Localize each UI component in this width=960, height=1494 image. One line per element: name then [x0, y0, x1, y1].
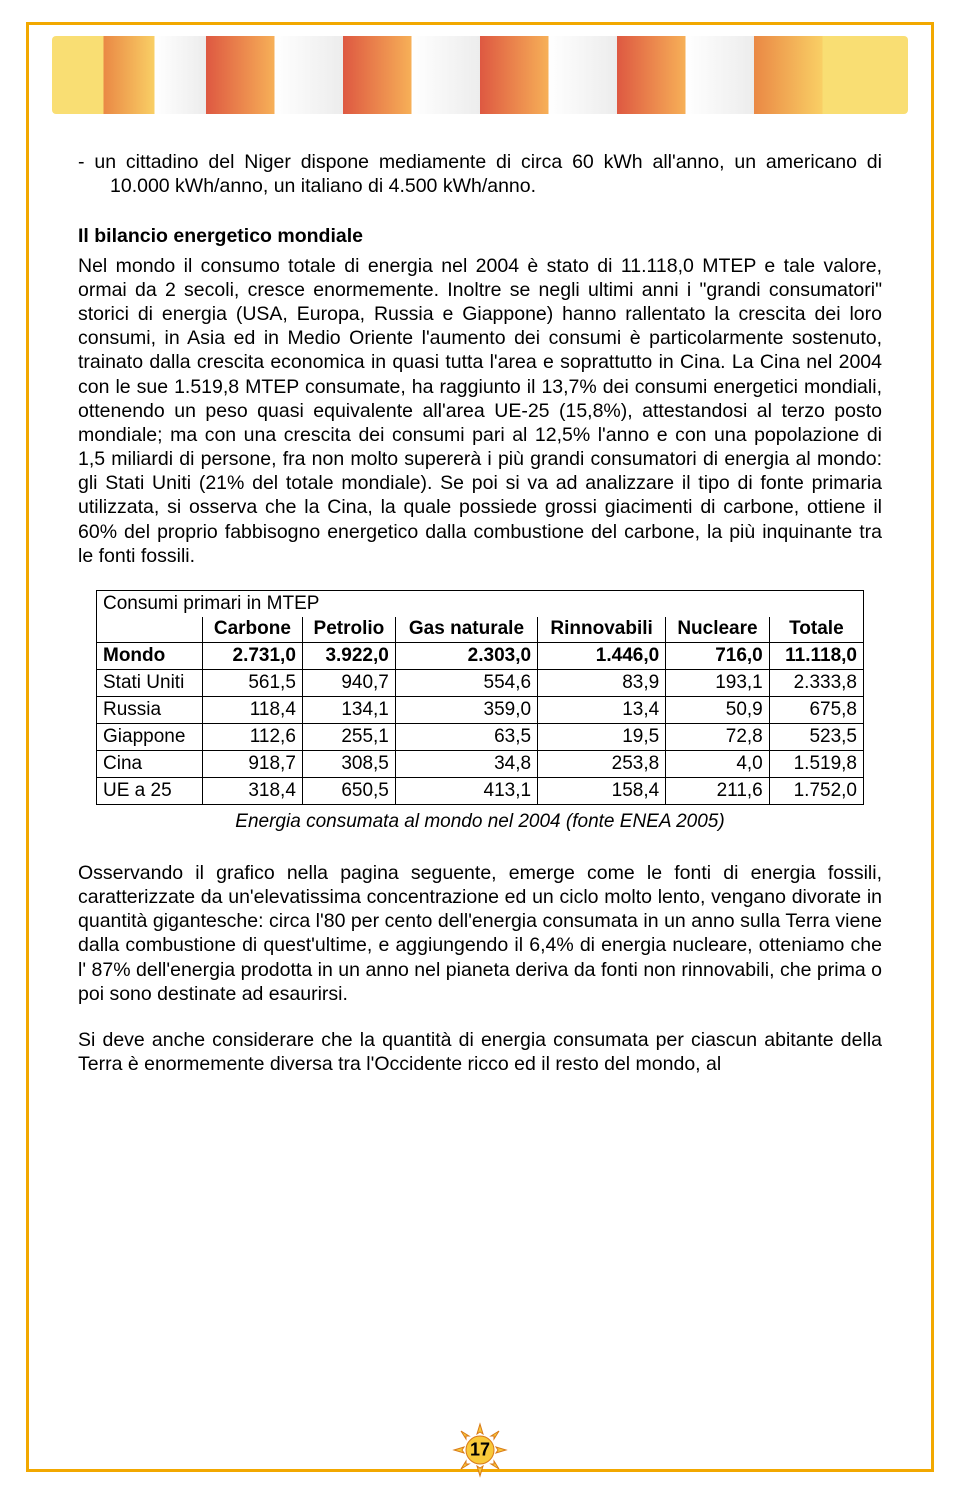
table-cell: 1.752,0: [769, 777, 863, 804]
table-cell-label: Stati Uniti: [97, 669, 203, 696]
table-title-row: Consumi primari in MTEP: [97, 590, 864, 617]
table-cell: 2.731,0: [202, 642, 302, 669]
table-header-carbone: Carbone: [202, 617, 302, 642]
table-cell: 4,0: [666, 750, 770, 777]
table-cell: 2.303,0: [395, 642, 537, 669]
section-heading: Il bilancio energetico mondiale: [78, 225, 882, 248]
table-header-gas: Gas naturale: [395, 617, 537, 642]
table-cell: 112,6: [202, 723, 302, 750]
table-header-row: Carbone Petrolio Gas naturale Rinnovabil…: [97, 617, 864, 642]
table-cell: 1.446,0: [538, 642, 666, 669]
table-cell: 523,5: [769, 723, 863, 750]
table-cell: 11.118,0: [769, 642, 863, 669]
table-cell: 2.333,8: [769, 669, 863, 696]
table-cell-label: Mondo: [97, 642, 203, 669]
table-cell: 675,8: [769, 696, 863, 723]
table-cell: 118,4: [202, 696, 302, 723]
table-cell: 413,1: [395, 777, 537, 804]
page-number-badge: 17: [450, 1422, 510, 1482]
table-cell: 19,5: [538, 723, 666, 750]
table-caption: Energia consumata al mondo nel 2004 (fon…: [78, 811, 882, 833]
table-cell: 134,1: [302, 696, 395, 723]
body-paragraph-3: Si deve anche considerare che la quantit…: [78, 1028, 882, 1076]
table-cell: 255,1: [302, 723, 395, 750]
sun-icon: 17: [452, 1422, 508, 1478]
table-row: Russia118,4134,1359,013,450,9675,8: [97, 696, 864, 723]
table-cell: 308,5: [302, 750, 395, 777]
table-cell: 83,9: [538, 669, 666, 696]
table-cell: 72,8: [666, 723, 770, 750]
table-cell-label: Cina: [97, 750, 203, 777]
table-cell: 918,7: [202, 750, 302, 777]
header-illustration: [52, 36, 908, 114]
table-row: Mondo2.731,03.922,02.303,01.446,0716,011…: [97, 642, 864, 669]
table-row: Giappone112,6255,163,519,572,8523,5: [97, 723, 864, 750]
table-cell: 1.519,8: [769, 750, 863, 777]
table-header-petrolio: Petrolio: [302, 617, 395, 642]
table-cell: 50,9: [666, 696, 770, 723]
table-header-blank: [97, 617, 203, 642]
table-cell-label: UE a 25: [97, 777, 203, 804]
consumption-table: Consumi primari in MTEP Carbone Petrolio…: [96, 590, 864, 805]
table-header-totale: Totale: [769, 617, 863, 642]
table-cell: 561,5: [202, 669, 302, 696]
table-cell: 716,0: [666, 642, 770, 669]
data-table-wrap: Consumi primari in MTEP Carbone Petrolio…: [96, 590, 864, 805]
table-row: UE a 25318,4650,5413,1158,4211,61.752,0: [97, 777, 864, 804]
table-cell-label: Russia: [97, 696, 203, 723]
table-cell: 34,8: [395, 750, 537, 777]
table-cell: 253,8: [538, 750, 666, 777]
bullet-paragraph: - un cittadino del Niger dispone mediame…: [78, 150, 882, 199]
table-header-rinnovabili: Rinnovabili: [538, 617, 666, 642]
table-cell: 13,4: [538, 696, 666, 723]
body-paragraph-1: Nel mondo il consumo totale di energia n…: [78, 254, 882, 568]
table-cell: 211,6: [666, 777, 770, 804]
table-title: Consumi primari in MTEP: [97, 590, 864, 617]
table-cell: 63,5: [395, 723, 537, 750]
table-cell: 318,4: [202, 777, 302, 804]
table-cell: 940,7: [302, 669, 395, 696]
table-cell: 193,1: [666, 669, 770, 696]
table-cell: 554,6: [395, 669, 537, 696]
table-header-nucleare: Nucleare: [666, 617, 770, 642]
table-row: Cina918,7308,534,8253,84,01.519,8: [97, 750, 864, 777]
table-cell: 650,5: [302, 777, 395, 804]
table-cell-label: Giappone: [97, 723, 203, 750]
table-row: Stati Uniti561,5940,7554,683,9193,12.333…: [97, 669, 864, 696]
page-content: - un cittadino del Niger dispone mediame…: [78, 150, 882, 1076]
table-cell: 158,4: [538, 777, 666, 804]
body-paragraph-2: Osservando il grafico nella pagina segue…: [78, 861, 882, 1006]
table-cell: 359,0: [395, 696, 537, 723]
table-cell: 3.922,0: [302, 642, 395, 669]
page-number: 17: [470, 1440, 490, 1461]
